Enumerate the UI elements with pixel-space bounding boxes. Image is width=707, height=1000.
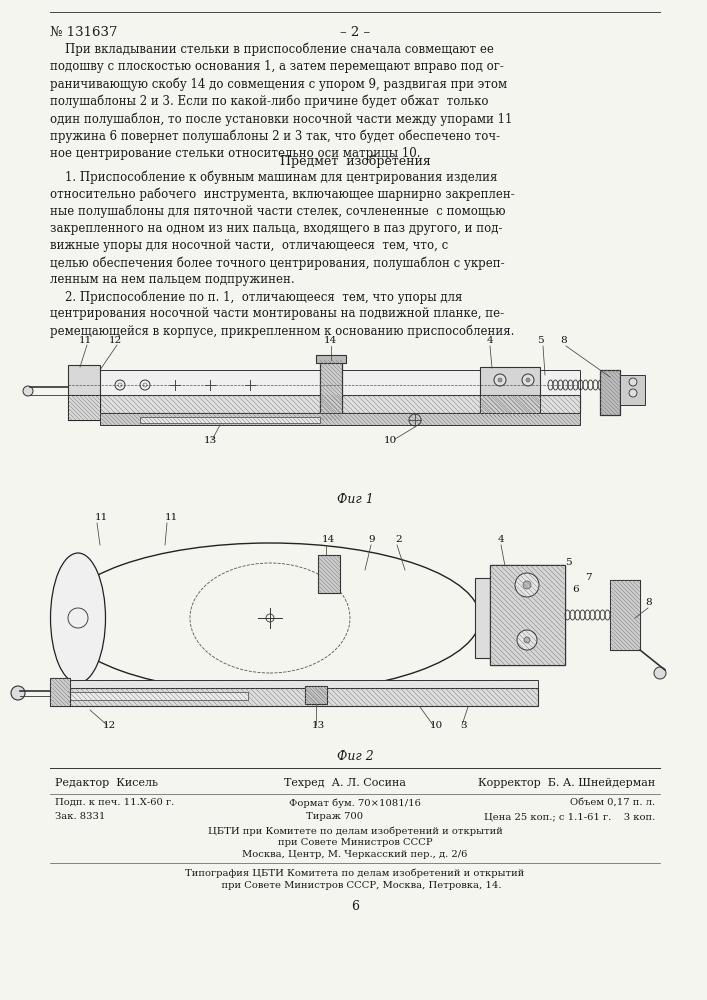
Text: 10: 10 xyxy=(383,436,397,445)
Circle shape xyxy=(11,686,25,700)
Ellipse shape xyxy=(50,553,105,683)
Bar xyxy=(100,370,580,395)
Bar xyxy=(68,680,538,688)
Text: 3: 3 xyxy=(460,721,467,730)
Text: Цена 25 коп.; с 1.1-61 г.    3 коп.: Цена 25 коп.; с 1.1-61 г. 3 коп. xyxy=(484,812,655,821)
Text: 1. Приспособление к обувным машинам для центрирования изделия
относительно рабоч: 1. Приспособление к обувным машинам для … xyxy=(50,170,515,286)
Bar xyxy=(475,578,530,658)
Bar xyxy=(610,580,640,650)
Bar xyxy=(68,365,100,420)
Bar xyxy=(490,565,565,665)
Text: 5: 5 xyxy=(565,558,572,567)
Bar xyxy=(490,565,565,665)
Text: 11: 11 xyxy=(78,336,92,345)
Text: 11: 11 xyxy=(95,513,108,522)
Text: 9: 9 xyxy=(368,535,375,544)
Text: 12: 12 xyxy=(103,721,116,730)
Circle shape xyxy=(629,389,637,397)
Text: Подп. к печ. 11.Х-60 г.: Подп. к печ. 11.Х-60 г. xyxy=(55,798,174,807)
Bar xyxy=(50,678,70,706)
Text: 13: 13 xyxy=(312,721,325,730)
Text: 8: 8 xyxy=(561,336,567,345)
Bar xyxy=(68,395,100,420)
Circle shape xyxy=(526,378,530,382)
Text: Типография ЦБТИ Комитета по делам изобретений и открытий: Типография ЦБТИ Комитета по делам изобре… xyxy=(185,868,525,878)
Text: 6: 6 xyxy=(351,900,359,913)
Text: Москва, Центр, М. Черкасский пер., д. 2/6: Москва, Центр, М. Черкасский пер., д. 2/… xyxy=(243,850,468,859)
Text: Техред  А. Л. Сосина: Техред А. Л. Сосина xyxy=(284,778,406,788)
Text: 10: 10 xyxy=(430,721,443,730)
Text: 14: 14 xyxy=(323,336,337,345)
Text: 5: 5 xyxy=(537,336,543,345)
Bar xyxy=(140,417,320,423)
Text: 2. Приспособление по п. 1,  отличающееся  тем, что упоры для
центрирования носоч: 2. Приспособление по п. 1, отличающееся … xyxy=(50,290,515,338)
Bar xyxy=(620,375,645,405)
Text: Зак. 8331: Зак. 8331 xyxy=(55,812,105,821)
Bar xyxy=(50,678,70,706)
Text: Тираж 700: Тираж 700 xyxy=(306,812,363,821)
Text: при Совете Министров СССР: при Совете Министров СССР xyxy=(278,838,432,847)
Bar xyxy=(100,413,580,425)
Text: при Совете Министров СССР, Москва, Петровка, 14.: при Совете Министров СССР, Москва, Петро… xyxy=(209,881,501,890)
Text: 4: 4 xyxy=(486,336,493,345)
Circle shape xyxy=(654,667,666,679)
Text: 6: 6 xyxy=(572,585,578,594)
Circle shape xyxy=(517,630,537,650)
Text: 11: 11 xyxy=(165,513,178,522)
Bar xyxy=(480,367,540,417)
Circle shape xyxy=(498,378,502,382)
Text: Предмет  изобретения: Предмет изобретения xyxy=(280,155,431,168)
Bar xyxy=(610,580,640,650)
Circle shape xyxy=(522,374,534,386)
Bar xyxy=(320,360,342,420)
Bar xyxy=(68,688,538,706)
Text: Формат бум. 70×1081/16: Формат бум. 70×1081/16 xyxy=(289,798,421,808)
Bar xyxy=(480,395,540,417)
Text: 13: 13 xyxy=(204,436,216,445)
Text: 4: 4 xyxy=(498,535,505,544)
Text: Фиг 2: Фиг 2 xyxy=(337,750,373,763)
Bar xyxy=(68,692,248,700)
Bar xyxy=(100,395,580,413)
Circle shape xyxy=(515,573,539,597)
Text: № 131637: № 131637 xyxy=(50,26,117,39)
Circle shape xyxy=(23,386,33,396)
Text: Объем 0,17 п. л.: Объем 0,17 п. л. xyxy=(570,798,655,807)
Circle shape xyxy=(523,581,531,589)
Bar xyxy=(100,395,580,413)
Ellipse shape xyxy=(60,543,480,693)
Bar xyxy=(305,686,327,704)
Text: Корректор  Б. А. Шнейдерман: Корректор Б. А. Шнейдерман xyxy=(478,778,655,788)
Circle shape xyxy=(524,637,530,643)
Text: 7: 7 xyxy=(585,573,592,582)
Bar xyxy=(318,555,340,593)
Text: Редактор  Кисель: Редактор Кисель xyxy=(55,778,158,788)
Text: При вкладывании стельки в приспособление сначала совмещают ее
подошву с плоскост: При вкладывании стельки в приспособление… xyxy=(50,43,513,160)
Text: 14: 14 xyxy=(322,535,335,544)
Text: – 2 –: – 2 – xyxy=(340,26,370,39)
Text: 12: 12 xyxy=(108,336,122,345)
Circle shape xyxy=(629,378,637,386)
Text: 8: 8 xyxy=(645,598,652,607)
Circle shape xyxy=(494,374,506,386)
Bar xyxy=(316,355,346,363)
Text: 2: 2 xyxy=(395,535,402,544)
Text: ЦБТИ при Комитете по делам изобретений и открытий: ЦБТИ при Комитете по делам изобретений и… xyxy=(208,826,503,836)
Text: Фиг 1: Фиг 1 xyxy=(337,493,373,506)
Bar xyxy=(600,370,620,415)
